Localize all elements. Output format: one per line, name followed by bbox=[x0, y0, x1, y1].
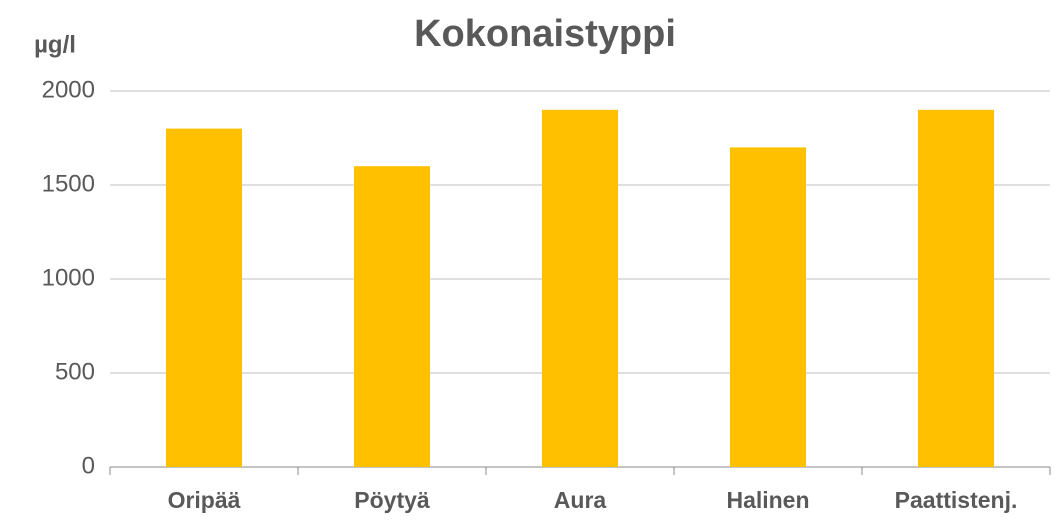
bar bbox=[166, 128, 242, 467]
y-tick-label: 0 bbox=[82, 452, 95, 479]
y-tick-label: 2000 bbox=[42, 76, 95, 103]
x-tick-label: Halinen bbox=[726, 487, 809, 513]
x-tick-label: Oripää bbox=[168, 487, 241, 513]
y-tick-label: 1000 bbox=[42, 264, 95, 291]
x-tick-label: Aura bbox=[554, 487, 607, 513]
y-tick-label: 1500 bbox=[42, 170, 95, 197]
y-axis-label: µg/l bbox=[34, 31, 76, 58]
x-tick-label: Paattistenj. bbox=[895, 487, 1018, 513]
bar bbox=[918, 109, 994, 468]
chart-title: Kokonaistyppi bbox=[414, 13, 676, 55]
bar bbox=[542, 109, 618, 468]
bar bbox=[354, 166, 430, 467]
y-tick-label: 500 bbox=[55, 358, 95, 385]
x-tick-label: Pöytyä bbox=[354, 487, 430, 513]
bar bbox=[730, 147, 806, 467]
